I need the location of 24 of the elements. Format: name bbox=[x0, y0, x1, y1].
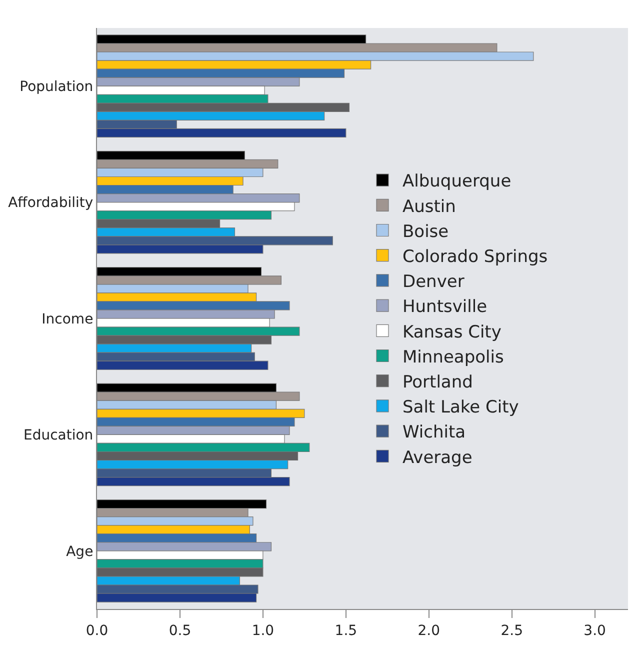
x-tick-label: 0.0 bbox=[86, 622, 108, 639]
legend-label: Salt Lake City bbox=[402, 398, 519, 418]
legend-label: Albuquerque bbox=[402, 172, 512, 192]
legend-label: Minneapolis bbox=[402, 347, 504, 368]
x-tick-label: 0.5 bbox=[168, 622, 192, 639]
legend-label: Austin bbox=[402, 196, 456, 217]
y-tick-label: Age bbox=[66, 544, 94, 560]
legend-label: Average bbox=[402, 448, 472, 468]
y-tick-label: Population bbox=[20, 79, 94, 95]
legend-label: Wichita bbox=[402, 422, 466, 443]
legend-label: Huntsville bbox=[402, 297, 488, 318]
x-tick-label: 3.0 bbox=[584, 622, 606, 639]
legend-label: Denver bbox=[402, 272, 464, 292]
x-tick-label: 2.0 bbox=[418, 622, 440, 639]
legend-label: Boise bbox=[402, 222, 449, 242]
legend-label: Colorado Springs bbox=[402, 246, 548, 267]
y-tick-label: Affordability bbox=[8, 195, 94, 212]
legend-label: Kansas City bbox=[402, 322, 502, 342]
x-tick-label: 1.5 bbox=[334, 622, 358, 639]
x-tick-label: 1.0 bbox=[252, 622, 274, 639]
legend-label: Portland bbox=[402, 372, 473, 392]
y-tick-label: Education bbox=[23, 428, 94, 444]
x-tick-label: 2.5 bbox=[500, 622, 523, 639]
y-tick-label: Income bbox=[42, 311, 94, 328]
